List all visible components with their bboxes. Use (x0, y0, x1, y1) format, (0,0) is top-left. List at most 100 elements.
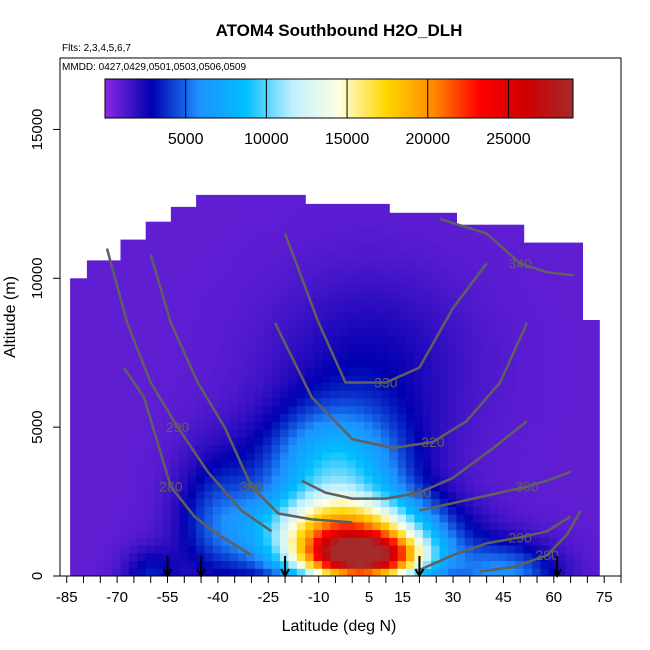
heatmap-cell (380, 405, 390, 414)
heatmap-cell (179, 281, 189, 291)
heatmap-cell (263, 266, 273, 275)
heatmap-cell (456, 490, 466, 500)
heatmap-cell (431, 521, 441, 531)
heatmap-cell (380, 498, 390, 507)
heatmap-cell (473, 382, 483, 391)
heatmap-cell (305, 506, 315, 515)
heatmap-cell (128, 398, 138, 407)
heatmap-cell (322, 413, 331, 422)
heatmap-cell (422, 320, 432, 329)
heatmap-cell (296, 490, 306, 500)
heatmap-cell (557, 336, 567, 345)
heatmap-cell (548, 243, 558, 252)
heatmap-cell (347, 444, 357, 453)
heatmap-cell (271, 467, 281, 476)
heatmap-cell (515, 498, 525, 507)
heatmap-cell (515, 514, 525, 523)
heatmap-cell (506, 297, 516, 306)
heatmap-cell (196, 359, 206, 368)
heatmap-cell (590, 351, 600, 360)
heatmap-cell (204, 436, 214, 445)
heatmap-cell (414, 297, 424, 306)
heatmap-cell (254, 266, 264, 275)
heatmap-cell (137, 336, 147, 345)
heatmap-cell (288, 382, 298, 391)
heatmap-cell (212, 413, 222, 422)
heatmap-cell (464, 258, 474, 267)
heatmap-cell (271, 227, 281, 236)
heatmap-cell (557, 560, 567, 569)
heatmap-cell (448, 459, 457, 469)
heatmap-cell (154, 258, 164, 267)
heatmap-cell (263, 227, 273, 236)
heatmap-cell (372, 475, 382, 484)
heatmap-cell (229, 274, 239, 283)
heatmap-cell (212, 266, 222, 275)
heatmap-cell (557, 490, 567, 500)
heatmap-cell (296, 266, 306, 275)
heatmap-cell (246, 560, 256, 569)
heatmap-cell (355, 490, 365, 500)
heatmap-cell (128, 351, 138, 360)
heatmap-cell (288, 258, 298, 267)
heatmap-cell (112, 328, 122, 337)
heatmap-cell (439, 398, 449, 407)
heatmap-cell (254, 413, 264, 422)
heatmap-cell (515, 568, 525, 576)
heatmap-cell (170, 545, 180, 554)
heatmap-cell (70, 498, 80, 507)
heatmap-cell (313, 374, 323, 384)
heatmap-cell (296, 467, 306, 476)
heatmap-cell (464, 351, 474, 360)
heatmap-cell (238, 521, 247, 531)
heatmap-cell (389, 289, 399, 298)
heatmap-cell (86, 359, 96, 368)
heatmap-cell (397, 227, 407, 236)
heatmap-cell (582, 568, 592, 576)
heatmap-cell (490, 545, 499, 554)
heatmap-cell (70, 289, 80, 298)
heatmap-cell (112, 413, 122, 422)
heatmap-cell (238, 428, 247, 438)
heatmap-cell (448, 367, 457, 376)
heatmap-cell (515, 312, 525, 322)
heatmap-cell (355, 398, 365, 407)
heatmap-cell (406, 506, 415, 515)
heatmap-cell (254, 514, 264, 523)
heatmap-cell (422, 421, 432, 430)
heatmap-cell (254, 498, 264, 507)
heatmap-cell (280, 459, 289, 469)
heatmap-cell (305, 568, 315, 576)
heatmap-cell (380, 212, 390, 221)
heatmap-cell (473, 359, 483, 368)
heatmap-cell (372, 514, 382, 523)
heatmap-cell (78, 398, 88, 407)
heatmap-cell (70, 413, 80, 422)
heatmap-cell (221, 529, 231, 538)
heatmap-cell (263, 336, 273, 345)
heatmap-cell (170, 452, 180, 461)
heatmap-cell (565, 498, 575, 507)
heatmap-cell (389, 266, 399, 275)
heatmap-cell (439, 351, 449, 360)
heatmap-cell (246, 343, 256, 353)
heatmap-cell (263, 545, 273, 554)
heatmap-cell (439, 568, 449, 576)
heatmap-cell (523, 529, 533, 538)
heatmap-cell (196, 498, 206, 507)
heatmap-cell (86, 312, 96, 322)
heatmap-cell (414, 289, 424, 298)
heatmap-cell (431, 428, 441, 438)
heatmap-cell (473, 506, 483, 515)
heatmap-cell (280, 235, 289, 244)
heatmap-cell (145, 467, 155, 476)
heatmap-cell (548, 459, 558, 469)
heatmap-cell (422, 243, 432, 252)
heatmap-cell (221, 444, 231, 453)
heatmap-cell (179, 359, 189, 368)
heatmap-cell (246, 243, 256, 252)
heatmap-cell (70, 351, 80, 360)
heatmap-cell (170, 266, 180, 275)
heatmap-cell (246, 336, 256, 345)
heatmap-cell (86, 274, 96, 283)
